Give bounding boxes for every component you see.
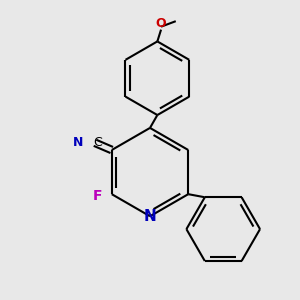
Text: N: N — [73, 136, 83, 149]
Text: N: N — [144, 209, 156, 224]
Text: F: F — [93, 189, 103, 203]
Text: C: C — [93, 136, 102, 149]
Text: O: O — [156, 16, 167, 30]
